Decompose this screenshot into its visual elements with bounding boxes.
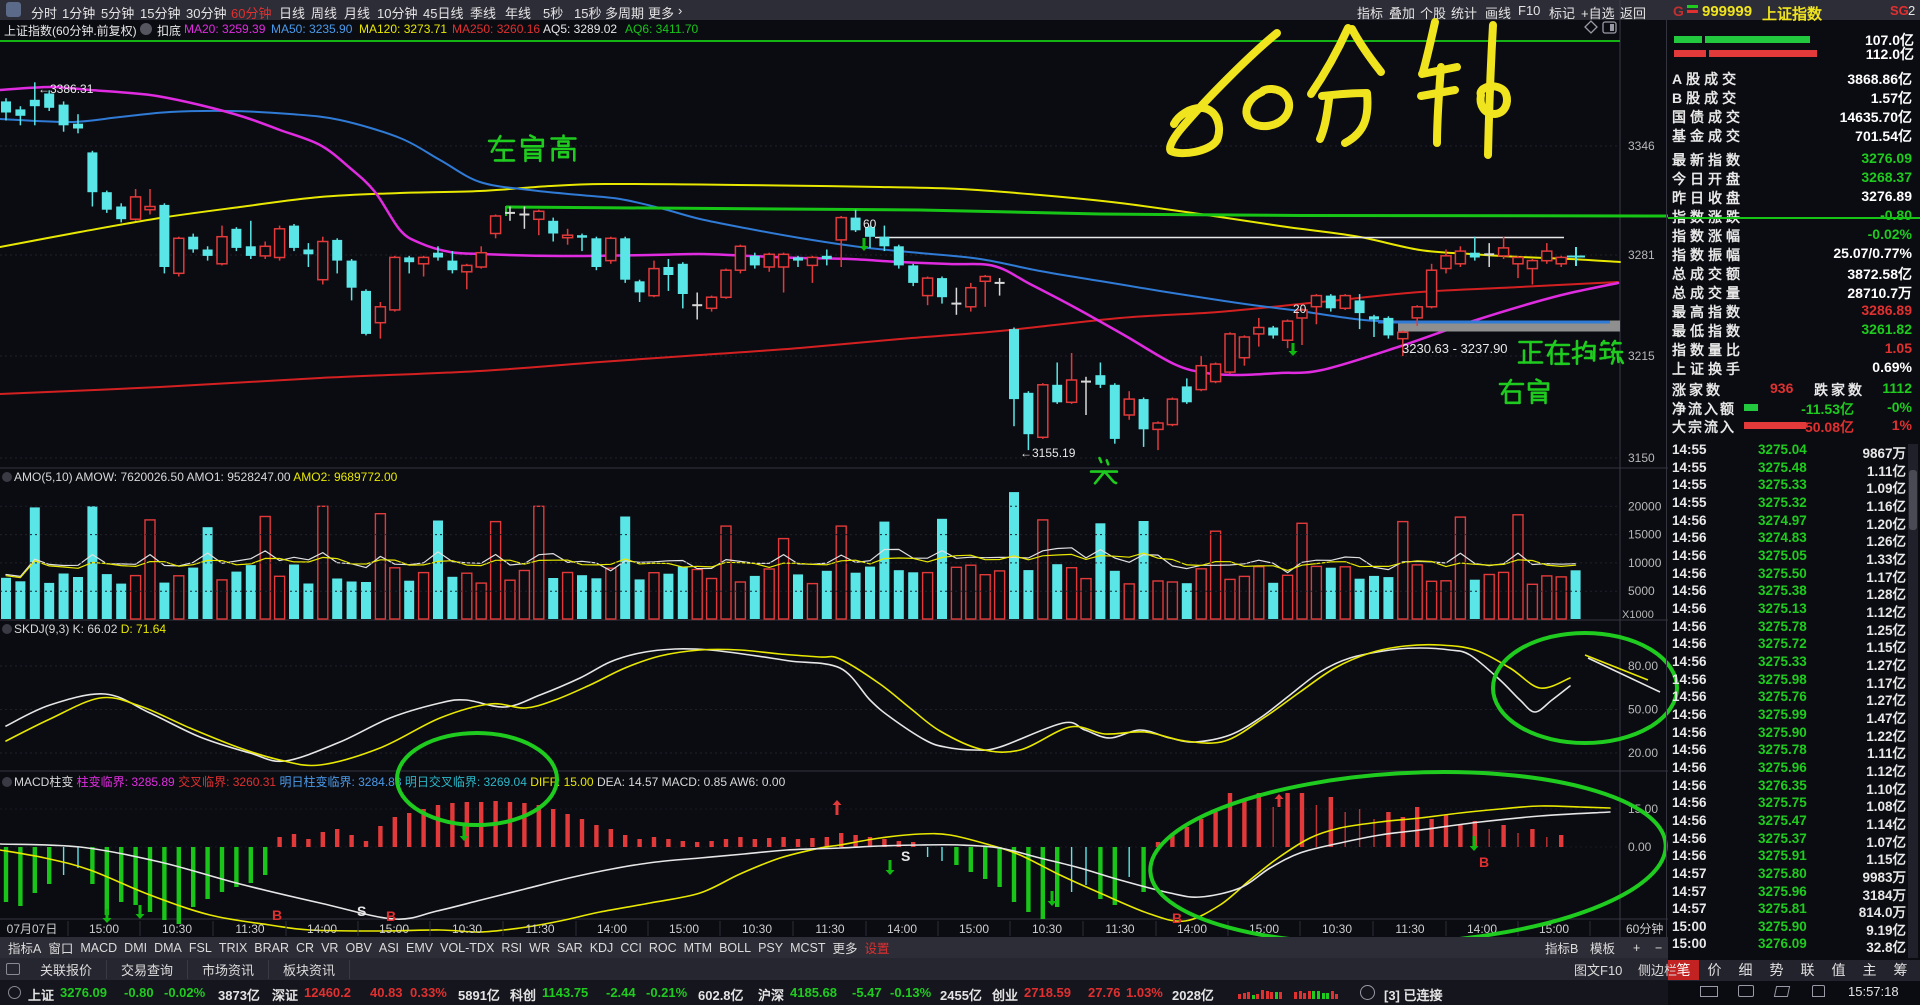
svg-text:07月07日: 07月07日 <box>7 922 58 936</box>
svg-text:S: S <box>357 903 366 919</box>
svg-text:15:00: 15:00 <box>379 922 409 936</box>
svg-text:3215: 3215 <box>1628 349 1655 363</box>
svg-text:3230.63 - 3237.90: 3230.63 - 3237.90 <box>1402 341 1508 356</box>
svg-text:14:00: 14:00 <box>1467 922 1497 936</box>
svg-text:10000: 10000 <box>1628 556 1662 570</box>
svg-text:MACD柱变 柱变临界: 3285.89 交叉临界: 326: MACD柱变 柱变临界: 3285.89 交叉临界: 3260.31 明日柱变临… <box>14 774 786 789</box>
svg-text:B: B <box>272 907 282 923</box>
svg-text:14:00: 14:00 <box>887 922 917 936</box>
svg-text:10:30: 10:30 <box>1032 922 1062 936</box>
svg-text:14:00: 14:00 <box>307 922 337 936</box>
svg-text:50.00: 50.00 <box>1628 703 1658 717</box>
svg-text:15:00: 15:00 <box>959 922 989 936</box>
svg-text:B: B <box>1172 910 1182 926</box>
svg-text:20000: 20000 <box>1628 499 1662 513</box>
svg-text:5000: 5000 <box>1628 584 1655 598</box>
svg-text:3346: 3346 <box>1628 139 1655 153</box>
svg-text:60分钟: 60分钟 <box>1626 921 1663 936</box>
svg-text:11:30: 11:30 <box>1105 922 1134 936</box>
svg-text:15000: 15000 <box>1628 528 1662 542</box>
svg-text:3150: 3150 <box>1628 451 1655 465</box>
svg-text:10:30: 10:30 <box>742 922 772 936</box>
svg-text:11:30: 11:30 <box>525 922 554 936</box>
svg-text:20.00: 20.00 <box>1628 746 1658 760</box>
svg-text:B: B <box>386 908 396 924</box>
svg-text:10:30: 10:30 <box>1322 922 1352 936</box>
svg-text:10:30: 10:30 <box>162 922 192 936</box>
svg-text:←3155.19: ←3155.19 <box>1020 446 1076 460</box>
svg-text:11:30: 11:30 <box>235 922 264 936</box>
svg-text:AMO(5,10) AMOW: 7620026.50 A: AMO(5,10) AMOW: 7620026.50 AMO1: 9528247… <box>14 470 398 484</box>
svg-text:←3386.31: ←3386.31 <box>38 82 94 96</box>
svg-text:15:00: 15:00 <box>89 922 119 936</box>
svg-text:11:30: 11:30 <box>1395 922 1424 936</box>
svg-text:11:30: 11:30 <box>815 922 844 936</box>
svg-text:B: B <box>1479 854 1489 870</box>
svg-text:0.00: 0.00 <box>1628 840 1652 854</box>
svg-text:14:00: 14:00 <box>1177 922 1207 936</box>
svg-text:60: 60 <box>863 217 877 231</box>
svg-text:S: S <box>901 848 910 864</box>
svg-text:X1000: X1000 <box>1622 609 1654 621</box>
svg-text:SKDJ(9,3) K: 66.02 D: 71.64: SKDJ(9,3) K: 66.02 D: 71.64 <box>14 622 166 636</box>
svg-text:10:30: 10:30 <box>452 922 482 936</box>
svg-text:15:00: 15:00 <box>669 922 699 936</box>
svg-text:80.00: 80.00 <box>1628 659 1658 673</box>
svg-text:3281: 3281 <box>1628 248 1655 262</box>
svg-text:15:00: 15:00 <box>1539 922 1569 936</box>
svg-text:14:00: 14:00 <box>597 922 627 936</box>
svg-text:20: 20 <box>1293 302 1307 316</box>
